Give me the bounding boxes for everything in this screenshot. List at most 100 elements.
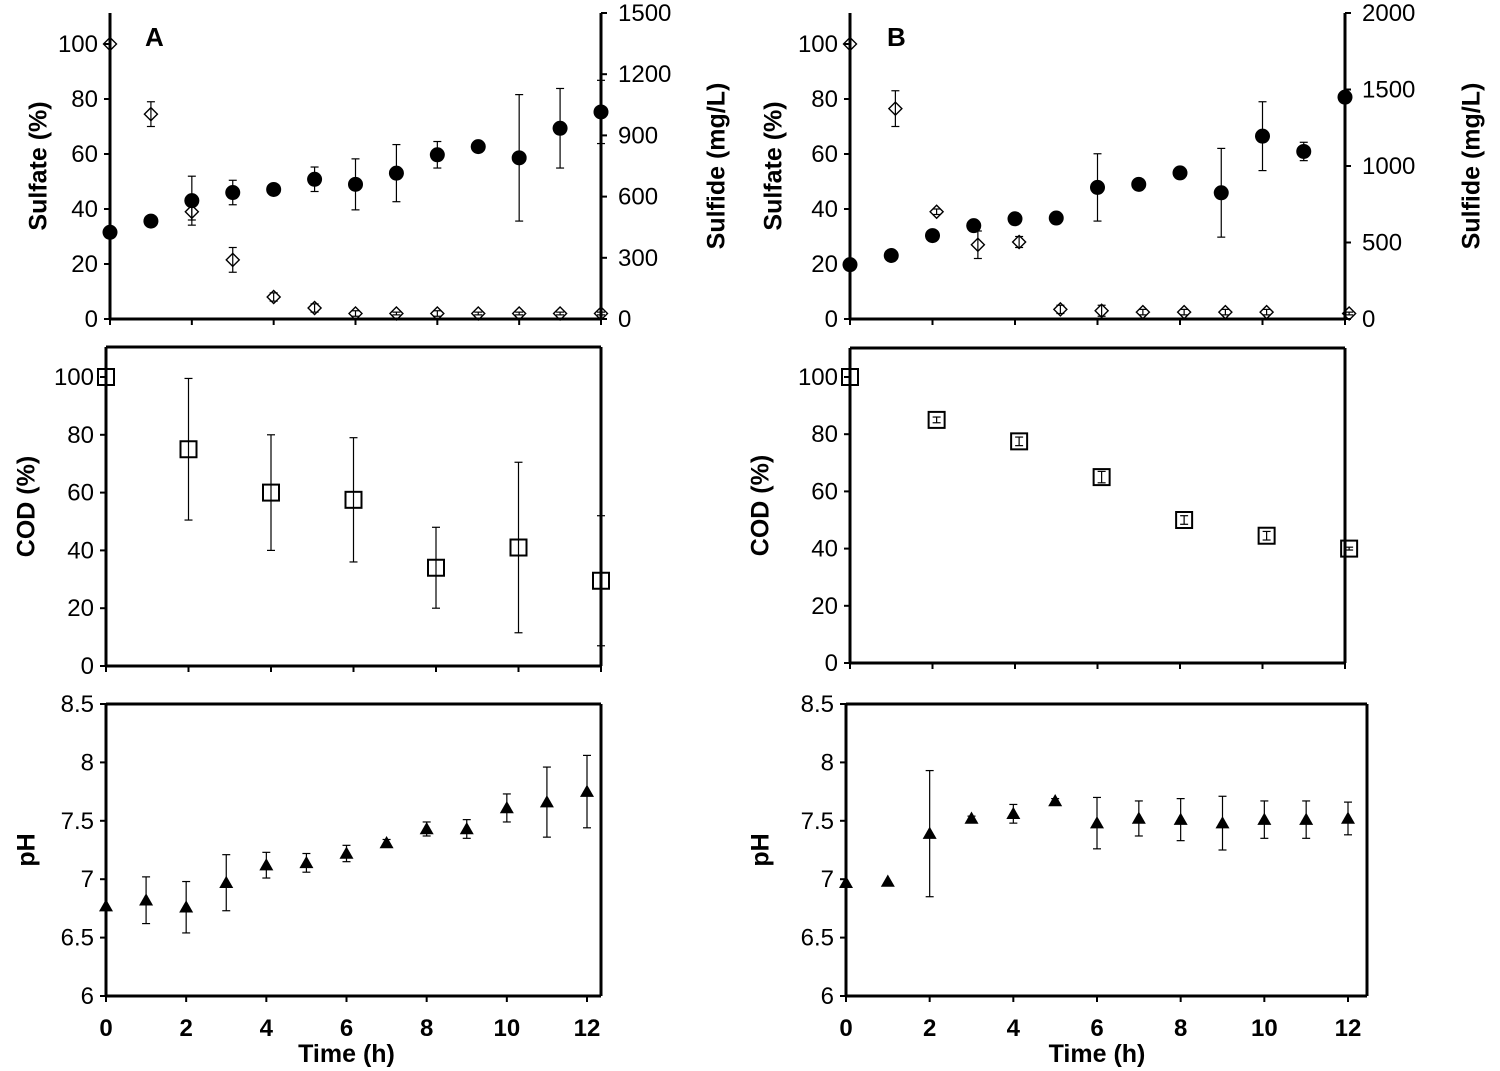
A-sulfate-sulfide-point [143,213,159,229]
A-ph-ph-point [99,899,113,912]
B-sulfate-sulfate-point [842,36,858,52]
B-ph-ph-point [1257,812,1272,825]
B-ph-ph-point [922,826,937,839]
B-ph-ph-point [1090,816,1104,829]
A-ph-ph-point [219,875,234,888]
A-sulfate-sulfate-point [102,36,118,52]
A-ph-ytick-label: 8 [81,749,94,776]
A-sulfate-sulfide-point [225,185,241,201]
A-ph-xtick-label: 10 [493,1015,520,1042]
B-ph-ytick-label: 6.5 [801,925,834,952]
B-ph-xtick-label: 2 [923,1015,936,1042]
B-sulfate-y2tick-label: 0 [1362,306,1375,333]
B-cod-cod-point [1092,468,1111,487]
B-sulfate-sulfate-point [1259,304,1275,320]
A-ph-ph-point [259,858,274,871]
A-sulfate-sulfate-point [470,306,486,321]
A-cod-cod-point [262,483,280,502]
A-sulfate-ytick-label: 80 [71,86,98,113]
A-cod-ylabel: COD (%) [13,456,41,557]
A-sulfate-ytick-label: 20 [71,251,98,278]
A-cod-cod-point [179,440,198,459]
B-sulfate-sulfide-point [1255,128,1270,144]
B-ph-xtick-label: 6 [1090,1015,1103,1042]
A-sulfate-ytick-label: 0 [85,306,98,333]
A-sulfate-sulfide-point [348,176,363,192]
B-ph-panel: 6 6.5 7 7.5 8 8.5 pH 0 2 4 6 8 10 12 Time (h) [747,691,1369,1068]
A-ph-ytick-label: 8.5 [61,691,94,718]
B-sulfate-ytick-label: 20 [811,251,838,278]
A-ph-ylabel: pH [13,833,41,866]
B-cod-panel: 0 20 40 60 80 100 COD (%) [747,346,1359,677]
B-sulfate-y2tick-label: 1000 [1362,153,1415,180]
B-sulfate-sulfate-point [1011,234,1027,250]
A-sulfate-sulfate-point [429,306,445,321]
A-ph-ph-point [459,821,474,835]
A-sulfate-y2tick-label: 600 [618,184,658,211]
B-ph-ytick-label: 6 [821,983,834,1010]
B-ph-ph-point [1341,811,1355,824]
A-sulfate-sulfate-point [266,289,282,305]
A-sulfate-ytick-label: 60 [71,141,98,168]
B-sulfate-sulfide-point [1048,210,1064,226]
B-ph-ph-point [964,811,979,824]
A-ph-xtick-label: 4 [260,1015,274,1042]
A-sulfate-sulfate-point [388,306,404,321]
B-ph-xtick-label: 4 [1007,1015,1021,1042]
A-sulfate-sulfide-point [184,193,200,209]
B-sulfate-sulfate-point [1052,301,1068,317]
A-sulfate-y2tick-label: 300 [618,245,658,272]
A-sulfate-sulfate-point [348,306,363,321]
B-cod-cod-point [1340,539,1359,558]
A-sulfate-sulfate-point [552,306,568,321]
A-cod-cod-point [509,538,528,557]
A-ph-ph-point [499,800,514,814]
A-ph-xtick-label: 0 [99,1015,112,1042]
A-cod-ytick-label: 0 [81,653,94,680]
B-ph-ph-point [1173,812,1188,825]
A-ph-ph-point [339,846,354,859]
A-sulfate-ylabel: Sulfate (%) [25,101,53,230]
A-ph-xtick-label: 12 [574,1015,601,1042]
B-cod-ytick-label: 60 [811,478,838,505]
A-ph-ytick-label: 7 [81,866,94,893]
B-ph-xtick-label: 10 [1251,1015,1278,1042]
B-cod-ylabel: COD (%) [747,455,775,556]
A-cod-cod-point [344,490,363,509]
B-sulfate-sulfide-point [966,218,982,234]
B-ph-ytick-label: 7.5 [801,808,834,835]
B-ph-xtick-label: 0 [839,1015,852,1042]
B-ph-ph-point [1299,812,1314,825]
A-ph-ph-point [379,835,394,849]
A-cod-ytick-label: 60 [67,480,94,507]
A-sulfate-ytick-label: 100 [58,31,98,58]
A-ph-ph-point [179,900,194,913]
A-sulfate-sulfide-point [552,120,568,136]
B-cod-ytick-label: 0 [825,650,838,677]
B-sulfate-sulfide-point [1296,143,1312,159]
B-sulfate-ytick-label: 100 [798,31,838,58]
A-ph-xtick-label: 2 [179,1015,192,1042]
A-sulfate-panel: 0 20 40 60 80 100 0 300 600 900 1200 1500 Sulfate (%… [25,0,731,333]
B-sulfate-ytick-label: 60 [811,141,838,168]
A-cod-cod-point [592,571,610,590]
A-sulfate-sulfide-point [266,181,282,197]
A-cod-ytick-label: 20 [67,595,94,622]
B-sulfate-sulfide-point [1213,185,1229,201]
B-sulfate-sulfide-point [1090,179,1105,195]
B-sulfate-sulfide-point [1007,211,1023,227]
A-cod-cod-point [427,558,445,577]
A-sulfate-y2tick-label: 1200 [618,61,671,88]
A-ph-ph-point [539,795,554,808]
B-ph-ytick-label: 7 [821,866,834,893]
B-ph-ylabel: pH [747,833,775,866]
A-sulfate-y2label: Sulfide (mg/L) [703,83,731,250]
A-ph-xtick-label: 6 [340,1015,353,1042]
B-ph-xtick-label: 12 [1335,1015,1362,1042]
A-ph-ph-point [419,821,434,835]
B-ph-ytick-label: 8 [821,749,834,776]
B-sulfate-sulfide-point [925,228,940,244]
B-sulfate-sulfate-point [1176,304,1192,320]
